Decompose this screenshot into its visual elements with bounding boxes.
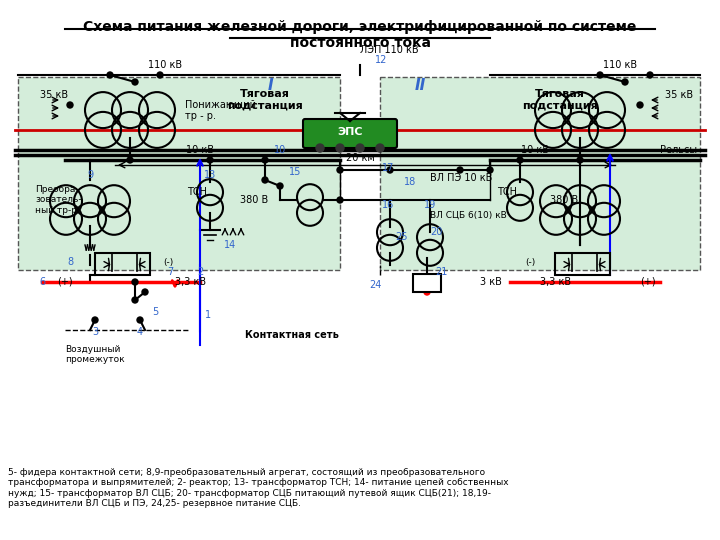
Circle shape bbox=[262, 177, 268, 183]
Circle shape bbox=[647, 72, 653, 78]
Circle shape bbox=[142, 289, 148, 295]
Text: 110 кВ: 110 кВ bbox=[148, 60, 182, 70]
Text: 1: 1 bbox=[205, 310, 211, 320]
Text: (-): (-) bbox=[163, 258, 174, 267]
Circle shape bbox=[487, 167, 493, 173]
Circle shape bbox=[637, 102, 643, 108]
Text: 35 кВ: 35 кВ bbox=[40, 90, 68, 100]
Text: Воздушный
промежуток: Воздушный промежуток bbox=[65, 345, 125, 364]
Text: 8: 8 bbox=[67, 257, 73, 267]
Bar bbox=[413, 274, 441, 292]
Text: 5: 5 bbox=[152, 307, 158, 317]
Circle shape bbox=[67, 102, 73, 108]
Circle shape bbox=[337, 197, 343, 203]
Circle shape bbox=[132, 279, 138, 285]
Circle shape bbox=[132, 297, 138, 303]
Text: 3,3 кВ: 3,3 кВ bbox=[175, 277, 206, 287]
Text: 20 км: 20 км bbox=[346, 153, 374, 163]
Text: 4: 4 bbox=[137, 327, 143, 337]
Text: Рельсы: Рельсы bbox=[660, 145, 697, 155]
Text: 19: 19 bbox=[424, 200, 436, 210]
FancyBboxPatch shape bbox=[303, 119, 397, 148]
Text: 20: 20 bbox=[430, 227, 442, 237]
Text: I: I bbox=[267, 78, 273, 92]
Circle shape bbox=[207, 157, 213, 163]
Circle shape bbox=[277, 183, 283, 189]
Text: 110 кВ: 110 кВ bbox=[603, 60, 637, 70]
Bar bbox=[95, 253, 150, 275]
Text: II: II bbox=[415, 78, 426, 92]
Text: Тяговая
подстанция: Тяговая подстанция bbox=[522, 89, 598, 111]
Circle shape bbox=[337, 167, 343, 173]
Text: 6: 6 bbox=[39, 277, 45, 287]
Text: Преобра-
зователь-
ный тр-р.: Преобра- зователь- ный тр-р. bbox=[35, 185, 81, 215]
Text: Понижающий
тр - р.: Понижающий тр - р. bbox=[185, 99, 256, 121]
Text: 35 кВ: 35 кВ bbox=[665, 90, 693, 100]
Bar bbox=[555, 253, 610, 275]
Circle shape bbox=[336, 144, 344, 152]
Text: (+): (+) bbox=[640, 277, 656, 287]
Circle shape bbox=[92, 317, 98, 323]
Text: 18: 18 bbox=[404, 177, 416, 187]
Text: Тяговая
подстанция: Тяговая подстанция bbox=[227, 89, 303, 111]
Circle shape bbox=[387, 167, 393, 173]
Text: 380 В: 380 В bbox=[240, 195, 269, 205]
Text: Схема питания железной дороги, электрифицированной по системе
постоянного тока: Схема питания железной дороги, электрифи… bbox=[84, 20, 636, 50]
Text: 12: 12 bbox=[375, 55, 387, 65]
Circle shape bbox=[127, 157, 133, 163]
Circle shape bbox=[597, 72, 603, 78]
Text: Контактная сеть: Контактная сеть bbox=[245, 330, 339, 340]
Polygon shape bbox=[380, 77, 700, 270]
Circle shape bbox=[137, 317, 143, 323]
Text: ТСН: ТСН bbox=[187, 187, 207, 197]
Circle shape bbox=[424, 275, 430, 281]
Circle shape bbox=[376, 144, 384, 152]
Text: 3: 3 bbox=[92, 327, 98, 337]
Text: ВЛ СЦБ 6(10) кВ: ВЛ СЦБ 6(10) кВ bbox=[430, 211, 507, 219]
Circle shape bbox=[356, 144, 364, 152]
Circle shape bbox=[157, 72, 163, 78]
Text: 21: 21 bbox=[435, 267, 447, 277]
Text: ЭПС: ЭПС bbox=[337, 127, 363, 137]
Circle shape bbox=[517, 157, 523, 163]
Text: 13: 13 bbox=[204, 170, 216, 180]
Text: 10: 10 bbox=[274, 145, 286, 155]
Text: ТСН: ТСН bbox=[497, 187, 517, 197]
Text: 9: 9 bbox=[87, 170, 93, 180]
Text: 380 В: 380 В bbox=[550, 195, 578, 205]
Circle shape bbox=[457, 167, 463, 173]
Text: 3,3 кВ: 3,3 кВ bbox=[540, 277, 571, 287]
Text: ЛЭП 110 кВ: ЛЭП 110 кВ bbox=[360, 45, 418, 55]
Circle shape bbox=[107, 72, 113, 78]
Text: 5- фидера контактной сети; 8,9-преобразовательный агрегат, состоящий из преобраз: 5- фидера контактной сети; 8,9-преобразо… bbox=[8, 468, 508, 508]
Text: 17: 17 bbox=[382, 163, 394, 173]
Text: 10 кВ: 10 кВ bbox=[186, 145, 214, 155]
Polygon shape bbox=[18, 77, 340, 270]
Text: (-): (-) bbox=[525, 258, 535, 267]
Circle shape bbox=[132, 79, 138, 85]
Text: 2: 2 bbox=[197, 267, 203, 277]
Text: 3 кВ: 3 кВ bbox=[480, 277, 502, 287]
Text: 25: 25 bbox=[395, 232, 408, 242]
Text: 7: 7 bbox=[167, 267, 173, 277]
Circle shape bbox=[262, 157, 268, 163]
Text: 10 кВ: 10 кВ bbox=[521, 145, 549, 155]
Circle shape bbox=[316, 144, 324, 152]
Text: 16: 16 bbox=[382, 200, 394, 210]
Circle shape bbox=[424, 282, 430, 288]
Text: 15: 15 bbox=[289, 167, 301, 177]
Circle shape bbox=[622, 79, 628, 85]
Text: 14: 14 bbox=[224, 240, 236, 250]
Text: 24: 24 bbox=[369, 280, 381, 290]
Text: ВЛ ПЭ 10 кВ: ВЛ ПЭ 10 кВ bbox=[430, 173, 492, 183]
Circle shape bbox=[424, 289, 430, 295]
Text: (+): (+) bbox=[57, 277, 73, 287]
Circle shape bbox=[577, 157, 583, 163]
